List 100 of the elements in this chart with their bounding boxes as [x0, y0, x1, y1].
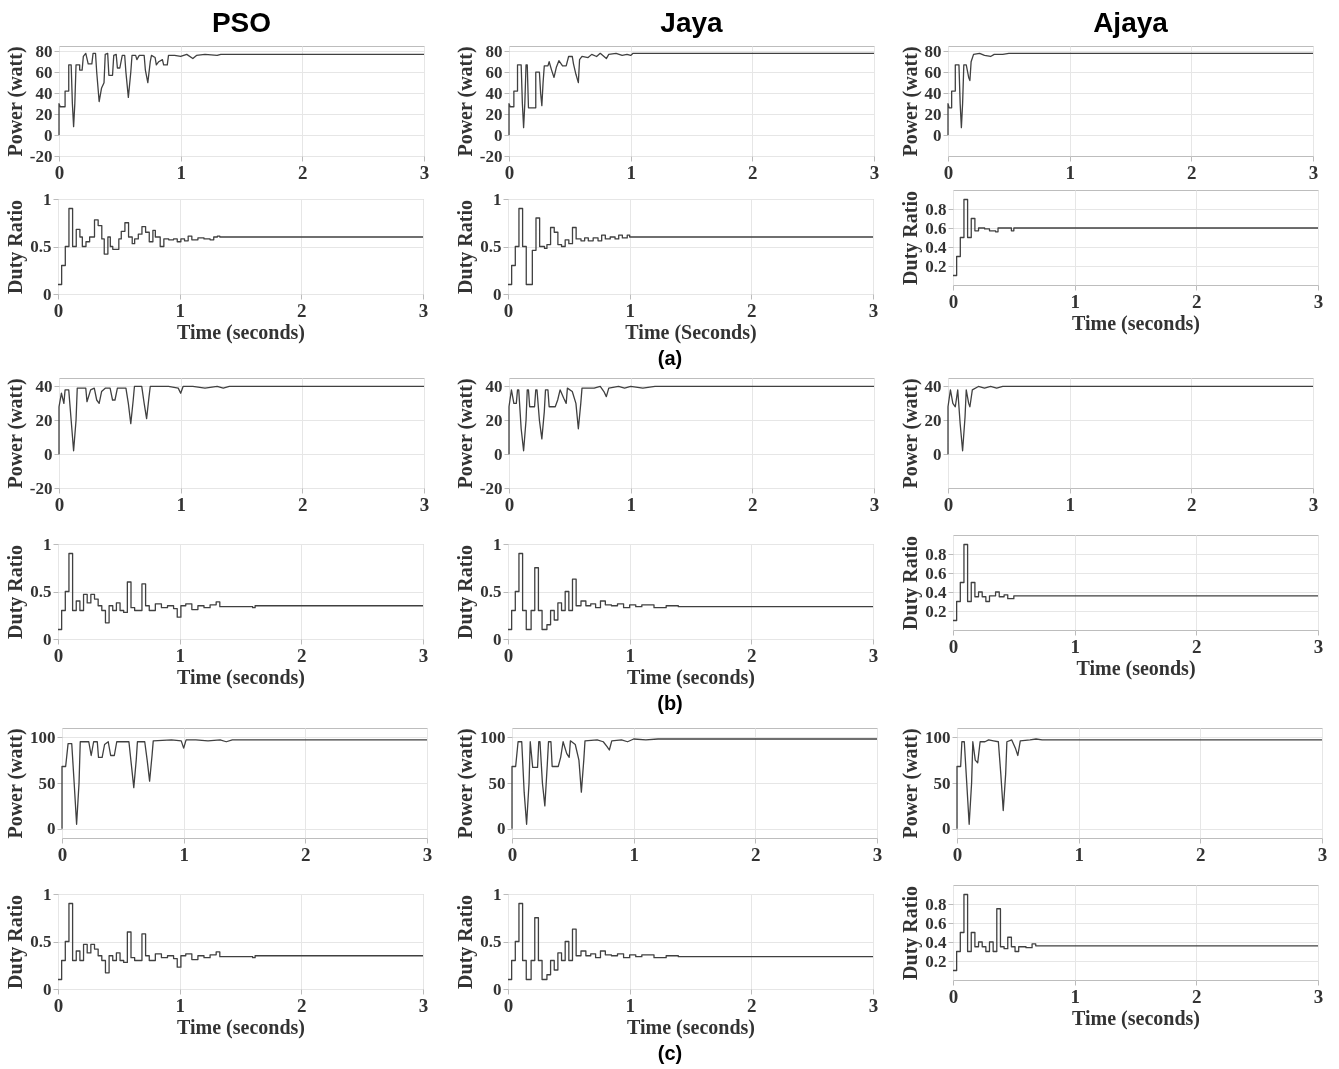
x-tick-label: 2 — [748, 161, 758, 183]
x-axis-title: Time (seconds) — [627, 665, 755, 689]
line-series — [947, 385, 1314, 455]
x-tick-label: 1 — [625, 644, 635, 666]
x-axis-title: Time (seconds) — [1072, 311, 1200, 335]
x-axis-title: Time (Seconds) — [625, 320, 757, 344]
y-tick-label: 0.5 — [480, 582, 502, 601]
text: (c) — [656, 1042, 684, 1065]
line-series — [58, 385, 425, 455]
y-tick-label: 0.5 — [30, 582, 52, 601]
x-tick-label: 2 — [1196, 843, 1206, 865]
x-tick-label: 1 — [626, 161, 636, 183]
y-tick-label: 0.6 — [925, 563, 947, 583]
line-series — [511, 738, 878, 830]
y-tick-label: 0.8 — [925, 544, 947, 564]
y-axis-title: Power (watt) — [3, 378, 27, 489]
x-tick-label: 3 — [422, 843, 433, 865]
text: (a) — [656, 347, 684, 370]
y-tick-label: 20 — [485, 104, 503, 124]
x-tick-label: 3 — [418, 994, 429, 1016]
y-axis-title: Duty Ratio — [4, 895, 28, 989]
x-tick-label: 3 — [1313, 985, 1324, 1007]
y-tick-label: 0.6 — [925, 913, 947, 933]
y-tick-label: 0.2 — [925, 256, 947, 276]
line-series — [508, 385, 875, 455]
x-tick-label: 3 — [1308, 161, 1319, 183]
y-axis-title: Duty Ratio — [4, 200, 28, 294]
y-axis-title: Duty Ratio — [899, 536, 923, 630]
y-tick-label: 20 — [35, 104, 53, 124]
y-tick-label: 0.8 — [925, 199, 947, 219]
y-tick-label: 100 — [925, 727, 951, 747]
y-tick-label: 0 — [44, 125, 53, 145]
y-tick-label: -20 — [479, 478, 503, 498]
x-tick-label: 1 — [179, 843, 189, 865]
y-tick-label: 1 — [43, 884, 52, 904]
y-tick-label: 40 — [485, 376, 503, 396]
y-tick-label: 0.2 — [925, 951, 947, 971]
x-axis-title: Time (seconds) — [177, 665, 305, 689]
x-tick-label: 1 — [1070, 635, 1080, 657]
y-tick-label: 0.4 — [925, 932, 947, 952]
x-tick-label: 3 — [418, 644, 429, 666]
x-tick-label: 2 — [298, 161, 308, 183]
x-axis-title: Time (seconds) — [627, 1015, 755, 1039]
y-axis-title: Duty Ratio — [454, 545, 478, 639]
y-tick-label: 60 — [485, 62, 503, 82]
line-series — [947, 52, 1314, 136]
y-axis-title: Power (watt) — [3, 46, 27, 157]
x-tick-label: 1 — [625, 994, 635, 1016]
y-tick-label: 1 — [43, 189, 52, 209]
x-tick-label: 2 — [1187, 493, 1197, 515]
x-tick-label: 2 — [301, 843, 311, 865]
chart-title: Ajaya — [1093, 7, 1169, 39]
x-tick-label: 2 — [747, 299, 757, 321]
y-tick-label: 20 — [35, 410, 53, 430]
y-axis-title: Power (watt) — [454, 728, 477, 839]
y-tick-label: 80 — [924, 41, 942, 61]
y-tick-label: -20 — [29, 146, 53, 166]
x-axis-title: Time (seonds) — [1076, 656, 1196, 680]
y-tick-label: 20 — [485, 410, 503, 430]
line-series — [58, 52, 425, 136]
x-tick-label: 2 — [747, 644, 757, 666]
x-tick-label: 2 — [1192, 985, 1202, 1007]
x-tick-label: 3 — [419, 493, 430, 515]
x-tick-label: 1 — [625, 299, 635, 321]
x-tick-label: 3 — [1313, 290, 1324, 312]
x-tick-label: 1 — [1074, 843, 1084, 865]
x-tick-label: 1 — [175, 299, 185, 321]
x-tick-label: 1 — [1065, 161, 1075, 183]
x-tick-label: 2 — [298, 493, 308, 515]
y-tick-label: 0.4 — [925, 582, 947, 602]
y-axis-title: Power (watt) — [898, 46, 922, 157]
x-tick-label: 1 — [176, 161, 186, 183]
y-tick-label: 40 — [924, 376, 942, 396]
y-axis-title: Power (watt) — [4, 728, 27, 839]
y-tick-label: 0.5 — [30, 932, 52, 951]
x-tick-label: 2 — [297, 299, 307, 321]
x-tick-label: 1 — [1065, 493, 1075, 515]
x-tick-label: 2 — [747, 994, 757, 1016]
y-tick-label: 0.8 — [925, 894, 947, 914]
x-tick-label: 1 — [176, 493, 186, 515]
y-tick-label: 1 — [493, 534, 502, 554]
x-tick-label: 2 — [297, 644, 307, 666]
y-tick-label: 0.4 — [925, 237, 947, 257]
line-series — [508, 52, 875, 136]
y-axis-title: Duty Ratio — [899, 886, 923, 980]
y-tick-label: 0 — [44, 444, 53, 464]
y-tick-label: 0 — [497, 819, 506, 839]
chart-title: PSO — [211, 7, 272, 39]
y-tick-label: 0 — [933, 125, 942, 145]
x-tick-label: 2 — [297, 994, 307, 1016]
y-axis-title: Duty Ratio — [454, 200, 478, 294]
x-tick-label: 3 — [1308, 493, 1319, 515]
x-tick-label: 2 — [1187, 161, 1197, 183]
y-tick-label: 1 — [493, 189, 502, 209]
y-tick-label: 50 — [38, 773, 56, 793]
y-tick-label: 0.5 — [480, 237, 502, 256]
y-axis-title: Power (watt) — [453, 46, 477, 157]
line-series — [61, 739, 428, 830]
x-tick-label: 2 — [1192, 290, 1202, 312]
chart-title: Jaya — [660, 7, 724, 39]
